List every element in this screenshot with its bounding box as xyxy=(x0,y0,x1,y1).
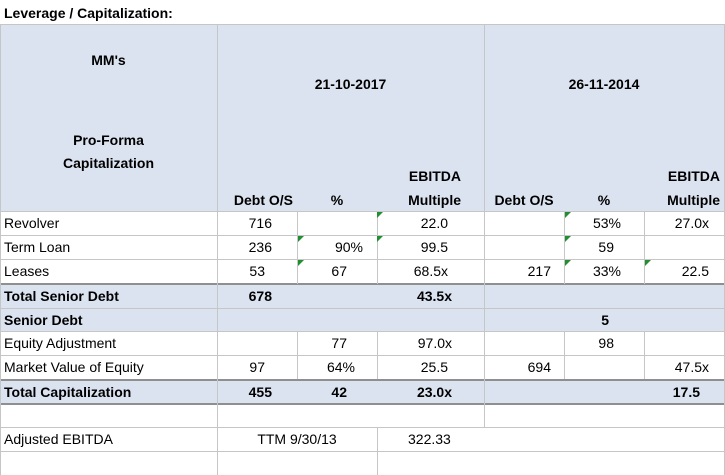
cell-debt-1[interactable]: 97 xyxy=(249,359,265,375)
grid-line xyxy=(0,355,725,356)
grid-line xyxy=(297,331,298,379)
col-header-ebitda-1: EBITDA xyxy=(408,168,461,184)
footer-label[interactable]: Adjusted EBITDA xyxy=(4,431,113,447)
grid-line xyxy=(0,427,725,428)
cell-debt-2[interactable]: 217 xyxy=(527,263,551,279)
cell-debt-1[interactable]: 678 xyxy=(248,288,272,304)
col-header-debt-1: Debt O/S xyxy=(233,192,293,208)
row-label[interactable]: Total Capitalization xyxy=(4,384,132,400)
grid-line xyxy=(0,308,725,309)
cell-mult-2[interactable]: 47.5x xyxy=(674,359,709,375)
cell-pct-1[interactable]: 64% xyxy=(326,359,355,375)
cell-mult-1[interactable]: 25.5 xyxy=(420,359,448,375)
row-label[interactable]: Equity Adjustment xyxy=(4,335,117,351)
grid-line xyxy=(0,211,725,212)
cell-pct-2[interactable]: 53% xyxy=(592,215,621,231)
cell-pct-1[interactable]: 77 xyxy=(331,335,347,351)
grid-line xyxy=(0,451,725,452)
grid-line xyxy=(644,331,645,379)
cell-pct-1[interactable]: 42 xyxy=(331,384,347,400)
col-header-pct-1: % xyxy=(330,192,344,208)
total-senior-debt-band xyxy=(0,284,725,308)
cell-mult-1[interactable]: 68.5x xyxy=(413,263,448,279)
grid-line xyxy=(377,211,378,284)
header-date-1: 21-10-2017 xyxy=(314,76,387,92)
grid-line xyxy=(0,24,1,475)
header-date-2: 26-11-2014 xyxy=(568,76,640,92)
comment-marker-icon[interactable] xyxy=(298,260,304,266)
comment-marker-icon[interactable] xyxy=(298,236,304,242)
col-header-debt-2: Debt O/S xyxy=(494,192,554,208)
cell-mult-2[interactable]: 27.0x xyxy=(674,215,709,231)
footer-value[interactable]: 322.33 xyxy=(408,431,451,447)
grid-line-bold xyxy=(0,283,725,285)
row-label[interactable]: Total Senior Debt xyxy=(4,288,119,304)
grid-line xyxy=(644,211,645,284)
sheet-title: Leverage / Capitalization: xyxy=(4,5,173,21)
grid-line xyxy=(484,24,485,427)
grid-line-bold xyxy=(0,403,725,405)
grid-line xyxy=(377,331,378,379)
header-proforma: Pro-Forma xyxy=(73,132,144,148)
cell-pct-2[interactable]: 98 xyxy=(598,335,614,351)
cell-debt-2[interactable]: 694 xyxy=(527,359,551,375)
row-label[interactable]: Market Value of Equity xyxy=(4,359,144,375)
grid-line-bold xyxy=(0,379,725,381)
cell-pct-2[interactable]: 59 xyxy=(598,239,614,255)
comment-marker-icon[interactable] xyxy=(377,212,383,218)
grid-line xyxy=(0,235,725,236)
cell-pct-1[interactable]: 67 xyxy=(331,263,347,279)
row-label[interactable]: Senior Debt xyxy=(4,312,83,328)
col-header-multiple-1: Multiple xyxy=(408,192,461,208)
header-mms: MM's xyxy=(91,52,126,68)
comment-marker-icon[interactable] xyxy=(565,236,571,242)
cell-mult-1[interactable]: 97.0x xyxy=(417,335,452,351)
footer-period[interactable]: TTM 9/30/13 xyxy=(257,431,337,447)
cell-debt-1[interactable]: 455 xyxy=(248,384,272,400)
grid-line xyxy=(297,211,298,284)
grid-line xyxy=(564,211,565,284)
grid-line xyxy=(377,427,378,475)
senior-debt-band xyxy=(0,308,725,332)
comment-marker-icon[interactable] xyxy=(565,212,571,218)
row-label[interactable]: Revolver xyxy=(4,215,60,231)
col-header-ebitda-2: EBITDA xyxy=(667,168,720,184)
row-label[interactable]: Term Loan xyxy=(4,239,71,255)
cell-mult-1[interactable]: 99.5 xyxy=(420,239,448,255)
comment-marker-icon[interactable] xyxy=(645,260,651,266)
col-header-multiple-2: Multiple xyxy=(667,192,720,208)
grid-line xyxy=(0,259,725,260)
comment-marker-icon[interactable] xyxy=(377,236,383,242)
cell-debt-1[interactable]: 716 xyxy=(248,215,272,231)
cell-pct-2[interactable]: 33% xyxy=(592,263,621,279)
cell-pct-1[interactable]: 90% xyxy=(334,239,363,255)
header-capitalization: Capitalization xyxy=(62,155,154,171)
cell-debt-1[interactable]: 53 xyxy=(249,263,265,279)
cell-mult-1[interactable]: 22.0 xyxy=(420,215,448,231)
cell-mult-2[interactable]: 22.5 xyxy=(681,263,709,279)
row-label[interactable]: Leases xyxy=(4,263,50,279)
cell-mult-1[interactable]: 43.5x xyxy=(416,288,452,304)
header-band xyxy=(0,24,725,211)
grid-line xyxy=(217,24,218,475)
grid-line xyxy=(564,331,565,379)
cell-debt-1[interactable]: 236 xyxy=(248,239,272,255)
comment-marker-icon[interactable] xyxy=(565,260,571,266)
cell-mult-1[interactable]: 23.0x xyxy=(416,384,452,400)
cell-mult-2[interactable]: 17.5 xyxy=(672,384,700,400)
grid-line xyxy=(0,331,725,332)
col-header-pct-2: % xyxy=(597,192,611,208)
cell-pct-2[interactable]: 5 xyxy=(601,312,609,328)
grid-line xyxy=(0,24,725,25)
total-capitalization-band xyxy=(0,380,725,404)
